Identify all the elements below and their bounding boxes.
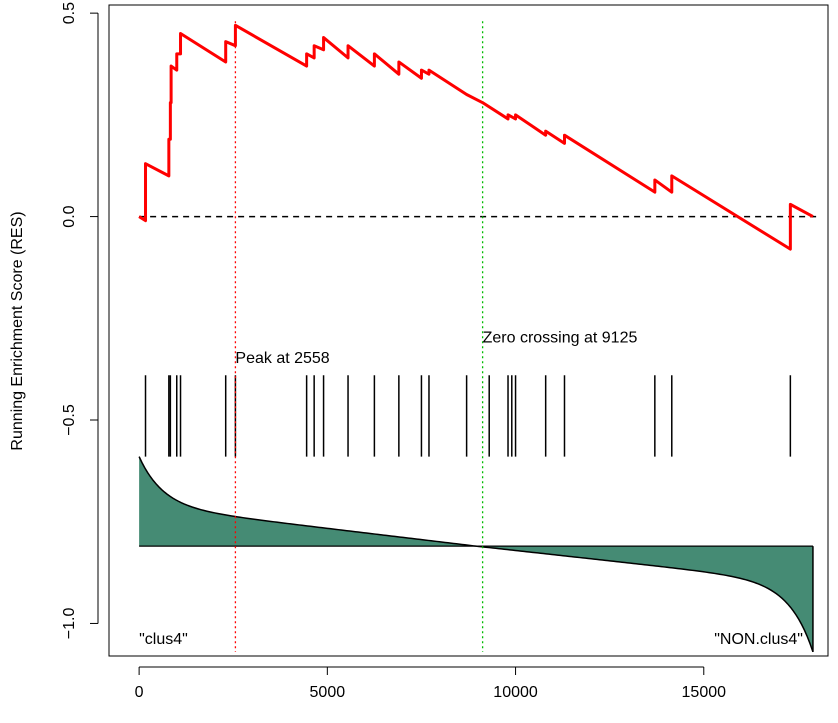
x-tick-label: 5000 xyxy=(310,684,346,701)
y-tick-label: 0.5 xyxy=(61,2,78,24)
gene-hit-ticks xyxy=(144,375,792,457)
y-tick-label: 0.0 xyxy=(61,205,78,227)
x-tick-label: 10000 xyxy=(493,684,538,701)
enrichment-score-series xyxy=(138,23,814,251)
x-axis: 0 5000 10000 15000 xyxy=(135,666,727,701)
x-tick-label: 0 xyxy=(135,684,144,701)
ranked-metric-fill xyxy=(139,456,813,652)
y-tick-label: −0.5 xyxy=(61,404,78,436)
peak-annotation: Peak at 2558 xyxy=(235,350,329,367)
y-axis-title: Running Enrichment Score (RES) xyxy=(9,211,26,450)
zero-crossing-annotation: Zero crossing at 9125 xyxy=(483,330,638,347)
plot-frame xyxy=(108,4,829,657)
right-class-label: "NON.clus4" xyxy=(714,631,803,648)
reference-lines xyxy=(139,21,817,652)
x-tick-label: 15000 xyxy=(682,684,727,701)
ranked-metric-area xyxy=(138,456,814,653)
y-tick-label: −1.0 xyxy=(61,608,78,640)
enrichment-score-line xyxy=(138,23,814,251)
left-class-label: "clus4" xyxy=(139,631,188,648)
y-axis: 0.5 0.0 −0.5 −1.0 xyxy=(61,2,99,640)
